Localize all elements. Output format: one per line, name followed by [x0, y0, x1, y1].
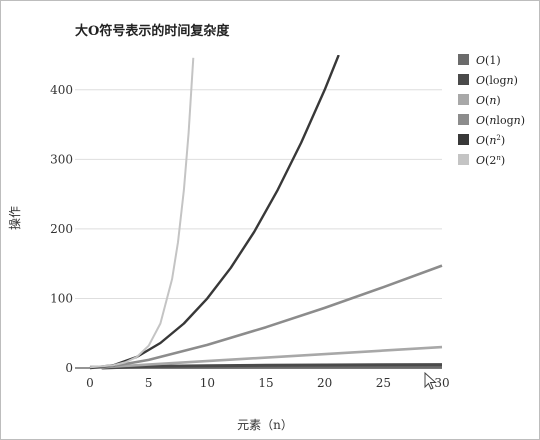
legend-label: O(2n)O(2ⁿ): [476, 154, 505, 167]
y-axis-label: 操作: [7, 206, 22, 230]
series-line-2: [101, 363, 443, 370]
x-tick-labels: 0 5 10 15 20 25 30: [86, 376, 449, 390]
legend-label: O(1)O(1): [476, 54, 501, 67]
legend-label: O(nlogn)O(nlogn): [476, 114, 525, 127]
legend-swatch: [458, 74, 469, 85]
x-tick-label: 20: [317, 376, 332, 390]
x-tick-label: 10: [200, 376, 215, 390]
series-line-4: [101, 264, 443, 370]
series-line-5: [89, 55, 340, 370]
legend-swatch: [458, 94, 469, 105]
series-line-3: [89, 345, 443, 370]
legend-swatch: [458, 54, 469, 65]
x-tick-label: 30: [434, 376, 449, 390]
series-lines: [89, 55, 443, 370]
legend-label: O(n)O(n): [476, 94, 501, 107]
legend: O(1)O(1) O(logn)O(logn) O(n)O(n) O(nlogn)O(…: [458, 54, 525, 167]
legend-swatch: [458, 114, 469, 125]
y-tick-label: 0: [65, 361, 73, 375]
series-line-6: [89, 57, 195, 369]
x-tick-label: 0: [86, 376, 94, 390]
y-tick-label: 100: [50, 291, 73, 305]
x-axis-label: 元素（n）: [237, 418, 293, 432]
mouse-pointer-icon: [424, 372, 437, 390]
legend-swatch: [458, 134, 469, 145]
chart-title: 大O符号表示的时间复杂度: [75, 23, 230, 39]
y-tick-label: 200: [50, 222, 73, 236]
y-tick-label: 300: [50, 152, 73, 166]
y-tick-labels: 0 100 200 300 400: [50, 83, 73, 375]
x-tick-label: 25: [376, 376, 391, 390]
legend-label: O(logn)O(logn): [476, 74, 518, 87]
y-tick-label: 400: [50, 83, 73, 97]
x-tick-label: 15: [258, 376, 273, 390]
legend-swatch: [458, 154, 469, 165]
grid-lines: [75, 89, 442, 369]
legend-label: O(n2)O(n²): [476, 134, 505, 147]
x-tick-label: 5: [145, 376, 153, 390]
